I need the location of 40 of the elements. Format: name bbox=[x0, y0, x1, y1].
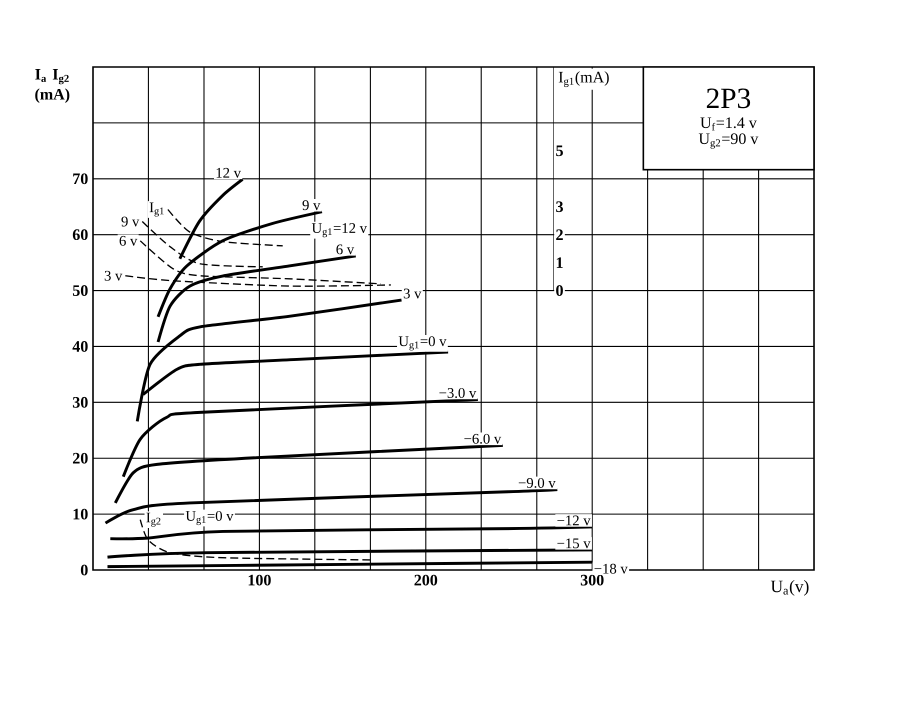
y-axis-title: I$_{a}$ I$_{g2}$ (mA) bbox=[35, 69, 70, 103]
y2-axis-title: I$_{g1}$(mA) bbox=[558, 71, 609, 88]
series-label: 9 v bbox=[121, 216, 140, 226]
series-label: 3 v bbox=[404, 288, 422, 298]
y2-tick-label: 1 bbox=[556, 257, 563, 268]
x-tick-label: 100 bbox=[248, 574, 271, 586]
x-axis-title: U$_{a}$(v) bbox=[770, 580, 809, 596]
x-tick-label: 300 bbox=[580, 574, 604, 586]
y-tick-label: 0 bbox=[80, 564, 88, 576]
annotation: U$_{f}$=1.4 v bbox=[700, 117, 757, 130]
annotation: U$_{g1}$=12 v bbox=[312, 223, 367, 238]
y-tick-label: 60 bbox=[72, 229, 88, 240]
y2-tick-label: 3 bbox=[556, 201, 563, 212]
y-tick-label: 10 bbox=[74, 508, 88, 520]
series-label: −9.0 v bbox=[518, 478, 556, 488]
series-label: −12 v bbox=[557, 516, 591, 526]
series-label: 12 v bbox=[216, 168, 242, 178]
series-label: 3 v bbox=[104, 270, 122, 281]
y2-tick-label: 0 bbox=[556, 285, 563, 296]
series-label: I$_{g1}$ bbox=[150, 202, 164, 217]
y-tick-label: 50 bbox=[72, 285, 88, 296]
y-tick-label: 20 bbox=[72, 452, 88, 464]
series-label: −18 v bbox=[594, 564, 628, 574]
annotation: U$_{g1}$=0 v bbox=[186, 510, 234, 526]
text: 2P3 bbox=[706, 88, 750, 108]
series-label: I$_{g2}$ bbox=[146, 512, 160, 527]
y-tick-label: 40 bbox=[72, 341, 88, 352]
x-tick-label: 200 bbox=[414, 574, 438, 586]
series-label: U$_{g1}$=0 v bbox=[398, 336, 446, 350]
series-label: −15 v bbox=[557, 538, 591, 548]
series-label: 6 v bbox=[336, 244, 354, 254]
y-tick-label: 30 bbox=[72, 396, 88, 408]
y2-tick-label: 5 bbox=[556, 146, 563, 156]
series-label: 6 v bbox=[120, 236, 138, 246]
y-tick-label: 70 bbox=[73, 173, 88, 184]
y2-tick-label: 2 bbox=[556, 229, 563, 240]
series-label: 9 v bbox=[302, 200, 320, 210]
series-label: −6.0 v bbox=[464, 434, 502, 444]
annotation: U$_{g2}$=90 v bbox=[698, 133, 758, 149]
series-label: −3.0 v bbox=[439, 388, 476, 398]
